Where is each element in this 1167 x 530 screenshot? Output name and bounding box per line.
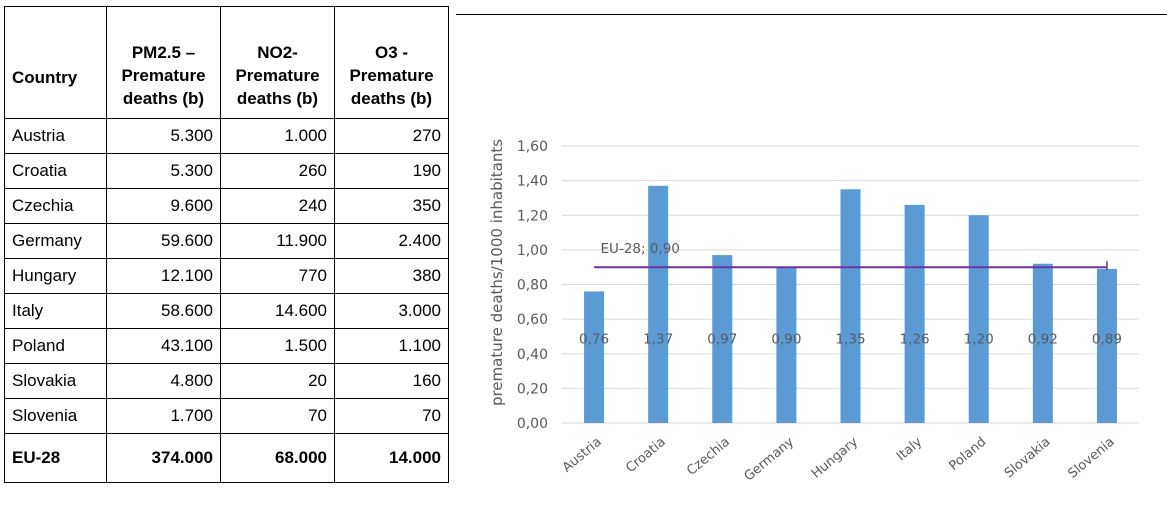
table-row: Czechia 9.600 240 350 — [4, 188, 449, 224]
country-cell: Croatia — [4, 153, 107, 189]
x-category-label: Croatia — [623, 435, 668, 477]
o3-cell: 190 — [334, 153, 449, 189]
table-header-row: Country PM2.5 – Premature deaths (b) NO2- P… — [4, 6, 449, 119]
pm25-cell: 58.600 — [106, 293, 221, 329]
x-category-label: Poland — [946, 435, 989, 474]
y-tick-label: 0,40 — [517, 347, 548, 363]
country-cell: Germany — [4, 223, 107, 259]
data-label-italy: 1,26 — [900, 332, 930, 348]
no2-cell: 70 — [220, 398, 335, 434]
y-tick-label: 1,40 — [517, 174, 548, 190]
eu28-reference-label: EU-28; 0,90 — [601, 241, 680, 257]
bar-slovenia — [1096, 268, 1117, 423]
pm25-cell: 5.300 — [106, 153, 221, 189]
header-o3: O3 - Premature deaths (b) — [334, 6, 449, 119]
no2-cell: 1.500 — [220, 328, 335, 364]
total-o3-cell: 14.000 — [334, 433, 449, 483]
bar-poland — [968, 215, 989, 423]
bar-hungary — [840, 189, 861, 423]
bar-slovakia — [1032, 263, 1053, 423]
x-category-label: Czechia — [684, 435, 733, 479]
table-row: Slovenia 1.700 70 70 — [4, 398, 449, 434]
y-tick-label: 1,20 — [517, 208, 548, 224]
bar-germany — [776, 267, 797, 423]
bar-austria — [584, 291, 605, 423]
pm25-cell: 12.100 — [106, 258, 221, 294]
bar-italy — [904, 204, 925, 423]
data-label-hungary: 1,35 — [835, 332, 865, 348]
x-category-label: Slovakia — [1002, 435, 1053, 482]
no2-cell: 260 — [220, 153, 335, 189]
table-row: Austria 5.300 1.000 270 — [4, 118, 449, 154]
no2-cell: 1.000 — [220, 118, 335, 154]
y-tick-label: 1,00 — [517, 243, 548, 259]
country-cell: Slovenia — [4, 398, 107, 434]
x-category-label: Germany — [742, 434, 798, 484]
data-label-austria: 0,76 — [579, 332, 609, 348]
header-country: Country — [4, 6, 107, 119]
x-category-label: Italy — [894, 434, 925, 464]
bar-croatia — [648, 185, 669, 423]
x-category-label: Hungary — [809, 434, 861, 481]
o3-cell: 160 — [334, 363, 449, 399]
table-row: Slovakia 4.800 20 160 — [4, 363, 449, 399]
pm25-cell: 1.700 — [106, 398, 221, 434]
data-label-slovakia: 0,92 — [1028, 332, 1058, 348]
data-label-germany: 0,90 — [771, 332, 801, 348]
country-cell: Czechia — [4, 188, 107, 224]
table-row: Italy 58.600 14.600 3.000 — [4, 293, 449, 329]
total-no2-cell: 68.000 — [220, 433, 335, 483]
bar-czechia — [712, 255, 733, 423]
y-axis-title: premature deaths/1000 inhabitants — [488, 139, 506, 406]
no2-cell: 14.600 — [220, 293, 335, 329]
no2-cell: 20 — [220, 363, 335, 399]
country-cell: Austria — [4, 118, 107, 154]
o3-cell: 3.000 — [334, 293, 449, 329]
total-label-cell: EU-28 — [4, 433, 107, 483]
table-row: Hungary 12.100 770 380 — [4, 258, 449, 294]
o3-cell: 270 — [334, 118, 449, 154]
y-tick-label: 0,80 — [517, 278, 548, 294]
table-row: Croatia 5.300 260 190 — [4, 153, 449, 189]
table-row: Germany 59.600 11.900 2.400 — [4, 223, 449, 259]
data-label-slovenia: 0,89 — [1092, 332, 1122, 348]
country-cell: Poland — [4, 328, 107, 364]
pm25-cell: 5.300 — [106, 118, 221, 154]
bar-chart: 0,00 0,20 0,40 0,60 0,80 1,00 1,20 1,40 1,60 prem… — [488, 139, 1139, 484]
header-pm25: PM2.5 – Premature deaths (b) — [106, 6, 221, 119]
data-label-czechia: 0,97 — [707, 332, 737, 348]
country-cell: Italy — [4, 293, 107, 329]
y-tick-label: 0,60 — [517, 312, 548, 328]
o3-cell: 350 — [334, 188, 449, 224]
y-tick-label: 1,60 — [517, 139, 548, 155]
pm25-cell: 9.600 — [106, 188, 221, 224]
country-cell: Slovakia — [4, 363, 107, 399]
pm25-cell: 59.600 — [106, 223, 221, 259]
data-label-poland: 1,20 — [964, 332, 994, 348]
total-row: EU-28 374.000 68.000 14.000 — [4, 433, 449, 483]
country-cell: Hungary — [4, 258, 107, 294]
header-no2: NO2- Premature deaths (b) — [220, 6, 335, 119]
chart-panel: 0,00 0,20 0,40 0,60 0,80 1,00 1,20 1,40 1,60 prem… — [456, 14, 1167, 529]
pm25-cell: 43.100 — [106, 328, 221, 364]
o3-cell: 2.400 — [334, 223, 449, 259]
data-label-croatia: 1,37 — [643, 332, 673, 348]
x-category-label: Austria — [560, 435, 605, 476]
premature-deaths-table: Country PM2.5 – Premature deaths (b) NO2- P… — [4, 6, 449, 483]
o3-cell: 380 — [334, 258, 449, 294]
y-tick-label: 0,00 — [517, 416, 548, 432]
no2-cell: 240 — [220, 188, 335, 224]
no2-cell: 770 — [220, 258, 335, 294]
total-pm25-cell: 374.000 — [106, 433, 221, 483]
o3-cell: 1.100 — [334, 328, 449, 364]
y-tick-label: 0,20 — [517, 381, 548, 397]
o3-cell: 70 — [334, 398, 449, 434]
no2-cell: 11.900 — [220, 223, 335, 259]
table-row: Poland 43.100 1.500 1.100 — [4, 328, 449, 364]
pm25-cell: 4.800 — [106, 363, 221, 399]
x-category-label: Slovenia — [1065, 435, 1117, 482]
